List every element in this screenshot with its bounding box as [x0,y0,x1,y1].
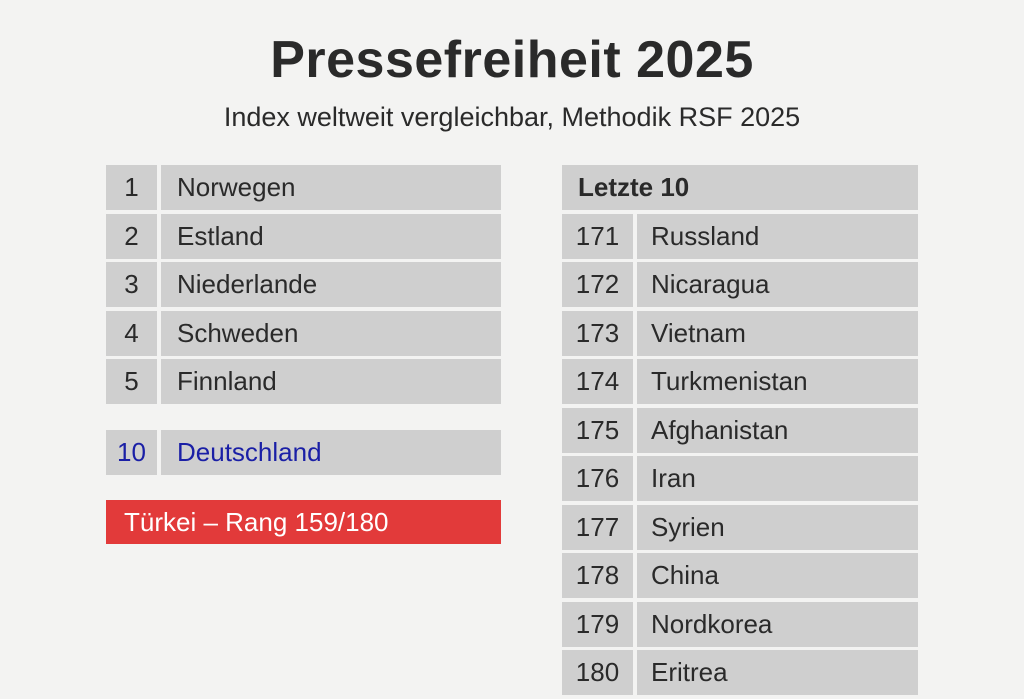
table-header: Letzte 10 [562,165,918,210]
table-row: 177 Syrien [562,504,918,550]
country-cell: Russland [637,213,918,259]
country-cell: Turkmenistan [637,359,918,404]
country-cell: Schweden [161,310,501,356]
table-row: 178 China [562,553,918,598]
turkey-alert-banner: Türkei – Rang 159/180 [106,500,501,544]
country-cell: China [637,553,918,598]
bottom10-table: Letzte 10 171 Russland 172 Nicaragua 173… [562,165,918,699]
rank-cell: 176 [562,456,633,501]
rank-cell: 2 [106,213,157,259]
table-row: 10 Deutschland [106,430,501,475]
country-cell: Norwegen [161,165,501,210]
table-row: 180 Eritrea [562,650,918,695]
germany-row-table: 10 Deutschland [106,430,501,479]
table-row: 2 Estland [106,213,501,259]
rank-cell: 174 [562,359,633,404]
table-row: 4 Schweden [106,310,501,356]
country-cell: Vietnam [637,310,918,356]
table-row: 5 Finnland [106,359,501,404]
table-row: 179 Nordkorea [562,601,918,647]
rank-cell: 180 [562,650,633,695]
table-row: 175 Afghanistan [562,407,918,453]
rank-cell: 4 [106,310,157,356]
country-cell: Estland [161,213,501,259]
country-cell: Deutschland [161,430,501,475]
rank-cell: 177 [562,504,633,550]
table-row: 176 Iran [562,456,918,501]
page-subtitle: Index weltweit vergleichbar, Methodik RS… [223,102,801,132]
rank-cell: 178 [562,553,633,598]
rank-cell: 1 [106,165,157,210]
table-row: 173 Vietnam [562,310,918,356]
rank-cell: 3 [106,262,157,307]
table-row: 1 Norwegen [106,165,501,210]
country-cell: Eritrea [637,650,918,695]
country-cell: Nicaragua [637,262,918,307]
page-title: Pressefreiheit 2025 [270,31,754,89]
country-cell: Syrien [637,504,918,550]
table-row: 3 Niederlande [106,262,501,307]
top5-table: 1 Norwegen 2 Estland 3 Niederlande 4 Sch… [106,165,501,408]
rank-cell: 10 [106,430,157,475]
rank-cell: 5 [106,359,157,404]
table-row: 172 Nicaragua [562,262,918,307]
rank-cell: 173 [562,310,633,356]
country-cell: Iran [637,456,918,501]
country-cell: Afghanistan [637,407,918,453]
rank-cell: 179 [562,601,633,647]
table-row: 171 Russland [562,213,918,259]
table-row: 174 Turkmenistan [562,359,918,404]
rank-cell: 175 [562,407,633,453]
country-cell: Nordkorea [637,601,918,647]
rank-cell: 171 [562,213,633,259]
rank-cell: 172 [562,262,633,307]
country-cell: Finnland [161,359,501,404]
country-cell: Niederlande [161,262,501,307]
